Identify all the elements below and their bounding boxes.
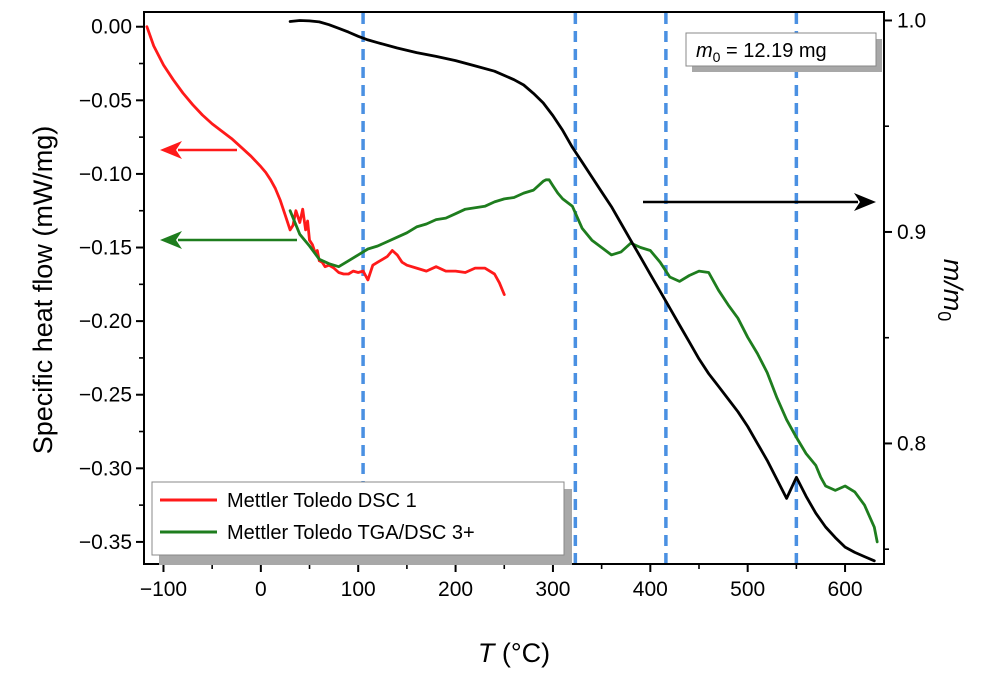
x-tick-label-7: 600 — [828, 578, 863, 601]
y-left-tick-label-1: −0.05 — [79, 89, 132, 112]
x-axis-title-unit: (°C) — [494, 638, 550, 668]
legend-label-dsc1: Mettler Toledo DSC 1 — [227, 490, 417, 512]
series-dsc1-line — [145, 25, 506, 297]
x-axis-title-symbol: T — [478, 638, 497, 668]
plot-frame — [143, 11, 885, 565]
y-axis-right-title-sub: 0 — [934, 311, 954, 321]
x-tick-label-3: 200 — [438, 578, 473, 601]
x-tick-label-1: 0 — [255, 578, 267, 601]
legend-label-tga: Mettler Toledo TGA/DSC 3+ — [227, 522, 475, 544]
y-right-tick-label-2: 0.8 — [897, 432, 926, 455]
x-axis-title: T (°C) — [478, 638, 550, 668]
sample-mass-annotation: m0 = 12.19 mg — [685, 32, 882, 72]
series-tga-dsc-line — [288, 178, 879, 544]
y-left-tick-label-4: −0.20 — [79, 310, 132, 333]
x-tick-label-4: 300 — [535, 578, 570, 601]
series-mass-ratio-line — [288, 19, 876, 563]
y-right-tick-label-0: 1.0 — [897, 9, 926, 32]
x-tick-label-2: 100 — [341, 578, 376, 601]
x-tick-label-0: −100 — [140, 578, 187, 601]
legend: Mettler Toledo DSC 1 Mettler Toledo TGA/… — [151, 481, 572, 565]
arrow-right-axis-mass-head — [854, 193, 876, 211]
y-right-tick-label-1: 0.9 — [897, 221, 926, 244]
vertical-marker-lines — [361, 13, 799, 563]
annotation-symbol: m — [696, 40, 713, 62]
y-left-tick-label-2: −0.10 — [79, 163, 132, 186]
y-axis-left-title: Specific heat flow (mW/mg) — [28, 126, 58, 455]
ticks-layer: −100 0 100 200 300 400 500 600 0.00 −0.05 −0.10 −0.… — [79, 9, 926, 601]
annotation-box — [685, 32, 877, 67]
y-left-tick-label-0: 0.00 — [91, 16, 132, 39]
y-left-tick-label-3: −0.15 — [79, 237, 132, 260]
x-tick-label-5: 400 — [633, 578, 668, 601]
y-axis-right-title: m/m0 — [934, 259, 968, 322]
y-left-tick-label-5: −0.25 — [79, 384, 132, 407]
y-left-tick-label-6: −0.30 — [79, 457, 132, 480]
annotation-subscript: 0 — [713, 49, 721, 65]
annotation-value: = 12.19 mg — [720, 40, 826, 62]
x-tick-label-6: 500 — [730, 578, 765, 601]
arrows-layer — [160, 141, 876, 249]
arrow-left-axis-tga-head — [160, 231, 182, 249]
y-axis-right-title-main: m/m — [938, 259, 968, 311]
legend-box — [151, 481, 565, 556]
series-layer — [145, 19, 879, 563]
annotation-text: m0 = 12.19 mg — [696, 40, 827, 65]
y-left-tick-label-7: −0.35 — [79, 531, 132, 554]
arrow-left-axis-dsc1-head — [160, 141, 182, 159]
